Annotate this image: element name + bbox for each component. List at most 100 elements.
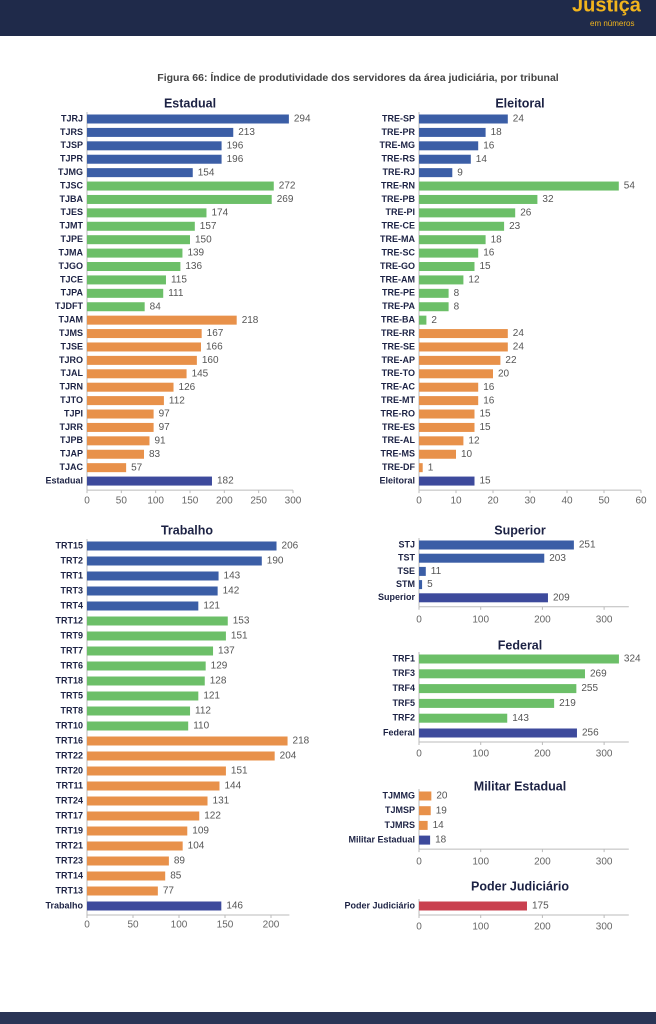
category-label: TRE-CE: [382, 221, 416, 231]
category-label: TRT18: [55, 675, 83, 685]
bar: [87, 248, 183, 258]
bar: [419, 698, 555, 708]
bar: [87, 781, 220, 791]
category-label: Militar Estadual: [348, 834, 415, 844]
bar: [87, 422, 154, 432]
value-label: 15: [480, 261, 492, 272]
category-label: TJAL: [61, 368, 84, 378]
value-label: 104: [188, 841, 205, 852]
value-label: 24: [513, 328, 525, 339]
x-tick-label: 0: [84, 496, 90, 507]
bar: [87, 871, 166, 881]
value-label: 128: [210, 676, 227, 687]
value-label: 219: [559, 698, 576, 709]
x-tick-label: 100: [147, 496, 164, 507]
value-label: 151: [231, 766, 248, 777]
chart-title: Militar Estadual: [474, 779, 566, 793]
category-label: TRT21: [55, 840, 83, 850]
bar: [419, 181, 619, 191]
category-label: TRT17: [55, 810, 83, 820]
category-label: TRE-SP: [382, 113, 415, 123]
bar: [419, 835, 431, 845]
category-label: TRT8: [61, 705, 84, 715]
bar: [419, 806, 431, 816]
bar: [87, 646, 214, 656]
category-label: TJCE: [60, 274, 83, 284]
value-label: 139: [187, 248, 204, 259]
bar: [419, 355, 501, 365]
bar: [87, 221, 195, 231]
value-label: 166: [206, 342, 223, 353]
value-label: 122: [204, 811, 221, 822]
bar: [419, 114, 508, 124]
value-label: 26: [520, 208, 532, 219]
x-tick-label: 300: [596, 857, 613, 868]
bar: [419, 449, 456, 459]
bar: [419, 476, 475, 486]
value-label: 269: [590, 668, 607, 679]
value-label: 126: [179, 382, 196, 393]
x-tick-label: 0: [84, 920, 90, 931]
bar: [87, 449, 144, 459]
value-label: 167: [207, 328, 224, 339]
category-label: TRE-RN: [381, 180, 415, 190]
value-label: 143: [512, 713, 529, 724]
bar: [419, 127, 486, 137]
value-label: 15: [480, 476, 492, 487]
category-label: Poder Judiciário: [344, 900, 415, 910]
x-tick-label: 200: [534, 922, 551, 933]
x-tick-label: 10: [450, 496, 462, 507]
category-label: TJSP: [60, 140, 83, 150]
value-label: 14: [476, 154, 488, 165]
category-label: TRE-AC: [381, 382, 415, 392]
category-label: TJES: [60, 207, 83, 217]
bar: [87, 329, 202, 339]
category-label: Eleitoral: [379, 475, 415, 485]
category-label: TRF3: [393, 668, 416, 678]
bar: [87, 409, 154, 419]
bar: [87, 601, 199, 611]
category-label: TJDFT: [55, 301, 84, 311]
category-label: TRT11: [56, 780, 83, 790]
category-label: TRE-BA: [381, 315, 415, 325]
bar: [419, 329, 508, 339]
value-label: 160: [202, 355, 219, 366]
x-tick-label: 50: [116, 496, 128, 507]
category-label: TJRN: [59, 382, 83, 392]
category-label: TRE-AP: [382, 355, 416, 365]
bar: [87, 355, 197, 365]
category-label: TRT7: [61, 645, 84, 655]
category-label: TSE: [397, 566, 415, 576]
category-label: TRT23: [55, 855, 83, 865]
category-label: TRT12: [55, 615, 83, 625]
bar: [87, 736, 288, 746]
value-label: 109: [192, 826, 209, 837]
bar: [419, 580, 423, 590]
value-label: 16: [483, 395, 495, 406]
value-label: 16: [483, 140, 495, 151]
category-label: TRT2: [61, 555, 84, 565]
x-tick-label: 250: [250, 496, 267, 507]
value-label: 157: [200, 221, 217, 232]
value-label: 97: [159, 409, 171, 420]
value-label: 18: [491, 234, 503, 245]
bar: [419, 275, 464, 285]
value-label: 8: [454, 301, 460, 312]
value-label: 203: [549, 553, 566, 564]
category-label: TRT19: [55, 825, 83, 835]
chart-title: Trabalho: [161, 523, 213, 537]
category-label: TRE-MG: [380, 140, 416, 150]
x-tick-label: 100: [472, 615, 489, 626]
value-label: 251: [579, 540, 596, 551]
value-label: 272: [279, 181, 296, 192]
category-label: TJRO: [59, 355, 83, 365]
category-label: TRF2: [393, 713, 416, 723]
category-label: TRE-RS: [382, 154, 416, 164]
x-tick-label: 0: [416, 922, 422, 933]
category-label: TRE-RO: [381, 408, 416, 418]
category-label: TRE-GO: [380, 261, 415, 271]
value-label: 32: [542, 194, 554, 205]
x-tick-label: 100: [472, 749, 489, 760]
category-label: Trabalho: [45, 900, 83, 910]
